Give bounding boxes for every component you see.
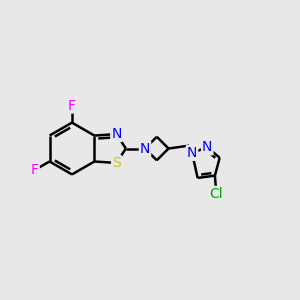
Text: N: N bbox=[111, 127, 122, 141]
Text: N: N bbox=[140, 142, 150, 155]
Text: Cl: Cl bbox=[209, 187, 223, 201]
Text: F: F bbox=[31, 163, 39, 177]
Text: F: F bbox=[68, 98, 76, 112]
Text: S: S bbox=[112, 156, 121, 170]
Text: N: N bbox=[202, 140, 212, 154]
Text: N: N bbox=[187, 146, 197, 160]
